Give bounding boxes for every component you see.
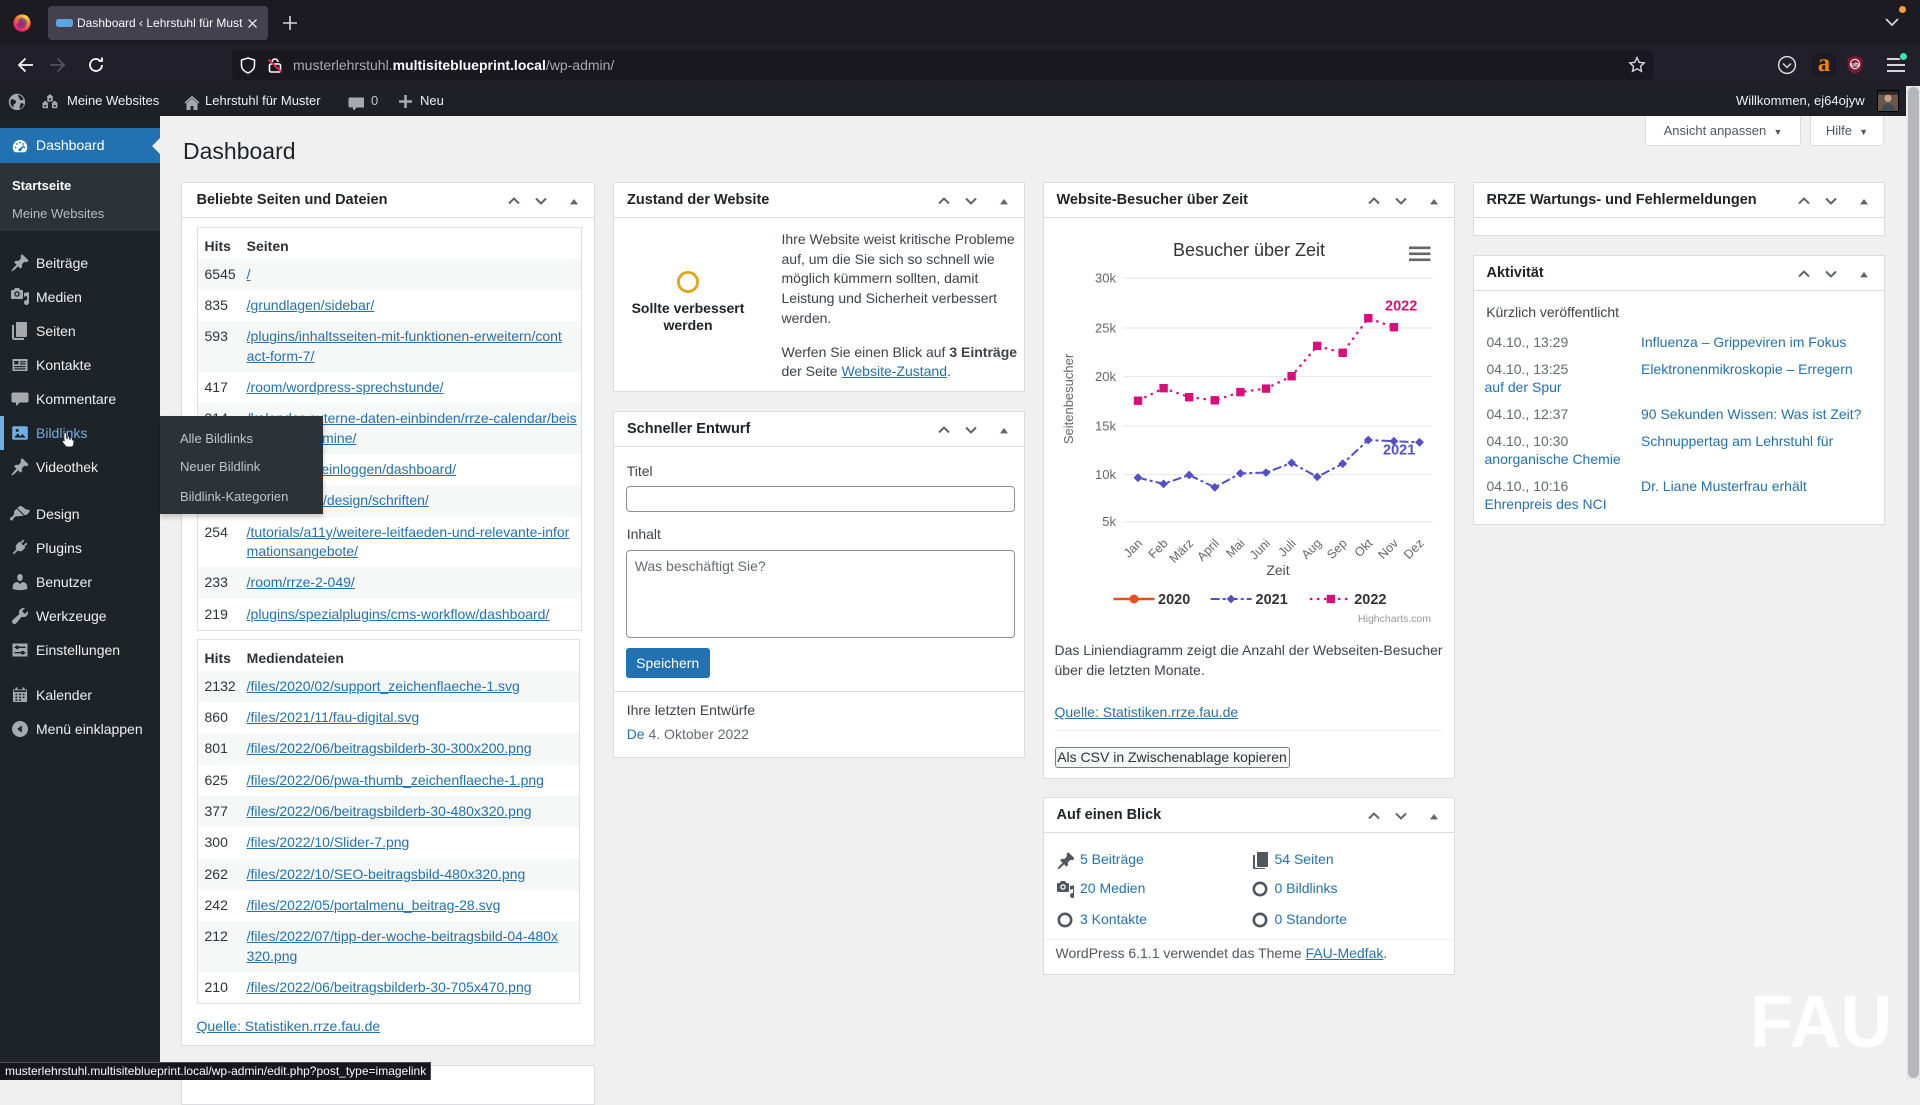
svg-text:April: April [1194, 536, 1222, 564]
svg-text:Juni: Juni [1247, 536, 1273, 562]
svg-text:30k: 30k [1095, 271, 1116, 286]
svg-text:2020: 2020 [1158, 592, 1190, 608]
svg-text:ub: ub [1851, 61, 1859, 68]
svg-text:Nov: Nov [1375, 536, 1401, 562]
svg-text:Seitenbesucher: Seitenbesucher [1061, 353, 1076, 444]
svg-text:25k: 25k [1095, 321, 1116, 336]
svg-text:2021: 2021 [1255, 592, 1287, 608]
svg-text:20k: 20k [1095, 369, 1116, 384]
svg-text:Okt: Okt [1351, 536, 1375, 560]
svg-text:März: März [1166, 536, 1196, 566]
svg-text:Jan: Jan [1120, 536, 1144, 560]
svg-text:5k: 5k [1102, 514, 1116, 529]
svg-text:2022: 2022 [1385, 299, 1417, 315]
svg-text:2022: 2022 [1354, 592, 1386, 608]
svg-text:Mai: Mai [1223, 536, 1247, 560]
svg-text:Zeit: Zeit [1266, 562, 1289, 578]
svg-text:Dez: Dez [1400, 536, 1426, 562]
svg-text:2021: 2021 [1383, 443, 1415, 459]
svg-text:Feb: Feb [1145, 536, 1170, 561]
svg-text:15k: 15k [1095, 419, 1116, 434]
svg-text:FAU: FAU [1750, 992, 1892, 1062]
svg-text:10k: 10k [1095, 467, 1116, 482]
svg-text:Highcharts.com: Highcharts.com [1358, 613, 1431, 625]
svg-text:Besucher über Zeit: Besucher über Zeit [1172, 240, 1324, 260]
svg-text:Sep: Sep [1324, 536, 1350, 562]
svg-text:Aug: Aug [1298, 536, 1324, 562]
svg-text:Juli: Juli [1275, 536, 1298, 559]
